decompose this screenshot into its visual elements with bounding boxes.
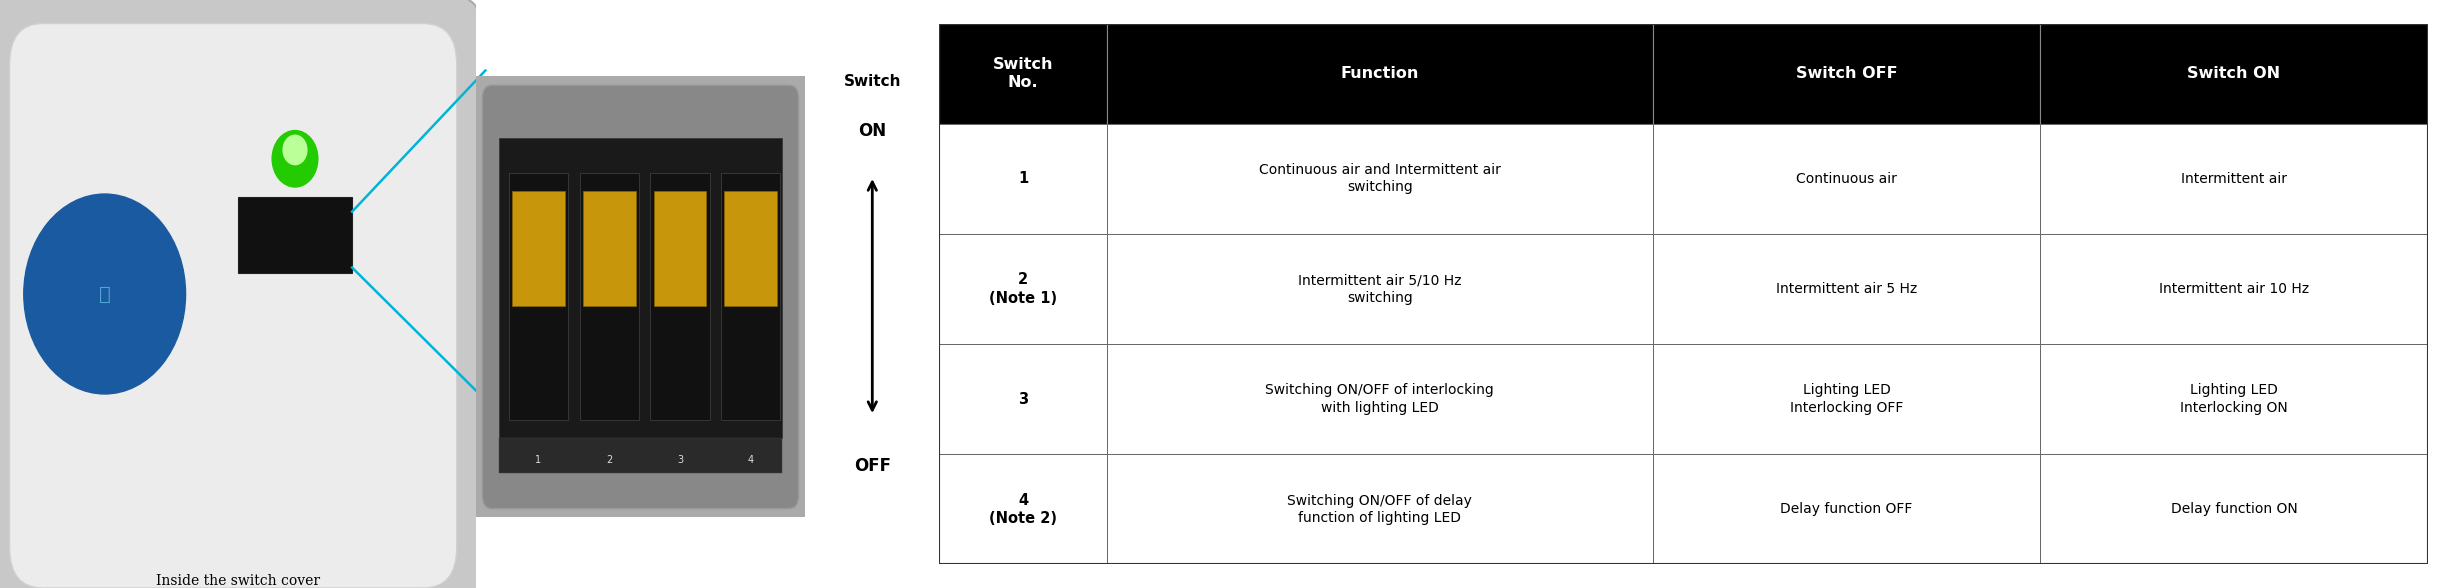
Text: Delay function OFF: Delay function OFF — [1781, 502, 1913, 516]
Bar — [1652, 344, 2040, 455]
Text: Intermittent air 10 Hz: Intermittent air 10 Hz — [2159, 282, 2308, 296]
Bar — [939, 455, 1108, 564]
Bar — [654, 191, 708, 306]
Bar — [2040, 123, 2428, 234]
Bar — [1652, 24, 2040, 123]
Text: Intermittent air 5 Hz: Intermittent air 5 Hz — [1776, 282, 1918, 296]
Text: Switching ON/OFF of delay
function of lighting LED: Switching ON/OFF of delay function of li… — [1288, 494, 1471, 525]
Bar — [939, 24, 1108, 123]
Text: Switch OFF: Switch OFF — [1796, 66, 1898, 81]
Circle shape — [283, 135, 307, 165]
Text: Intermittent air: Intermittent air — [2181, 172, 2286, 186]
FancyBboxPatch shape — [483, 85, 798, 509]
Bar — [498, 138, 783, 438]
Circle shape — [273, 131, 317, 187]
Text: Ⓢ: Ⓢ — [98, 285, 110, 303]
Text: 1: 1 — [1017, 171, 1027, 186]
Bar — [1108, 344, 1652, 455]
FancyBboxPatch shape — [459, 55, 822, 540]
Bar — [1108, 455, 1652, 564]
Text: 3: 3 — [676, 455, 683, 465]
Bar — [1652, 234, 2040, 344]
Bar — [581, 173, 639, 420]
Text: Switch
No.: Switch No. — [993, 57, 1054, 91]
Bar — [583, 191, 634, 306]
Text: Switch: Switch — [844, 74, 900, 89]
Bar — [2040, 234, 2428, 344]
Bar — [1652, 455, 2040, 564]
Bar — [939, 234, 1108, 344]
Text: 1: 1 — [534, 455, 542, 465]
Text: 3: 3 — [1017, 392, 1027, 407]
Text: 2: 2 — [605, 455, 612, 465]
Text: Continuous air and Intermittent air
switching: Continuous air and Intermittent air swit… — [1259, 163, 1501, 195]
Text: Function: Function — [1340, 66, 1420, 81]
Bar — [2040, 24, 2428, 123]
FancyBboxPatch shape — [0, 0, 486, 588]
Bar — [508, 173, 569, 420]
Text: Lighting LED
Interlocking ON: Lighting LED Interlocking ON — [2181, 383, 2289, 415]
Text: Switching ON/OFF of interlocking
with lighting LED: Switching ON/OFF of interlocking with li… — [1266, 383, 1493, 415]
Text: 4
(Note 2): 4 (Note 2) — [988, 493, 1057, 526]
Bar — [2040, 455, 2428, 564]
Text: OFF: OFF — [854, 457, 891, 475]
Text: ON: ON — [859, 122, 886, 140]
Bar — [512, 191, 564, 306]
Text: 4: 4 — [747, 455, 754, 465]
Text: Switch ON: Switch ON — [2189, 66, 2281, 81]
Bar — [498, 438, 783, 473]
Bar — [722, 173, 781, 420]
Bar — [2040, 344, 2428, 455]
Text: Delay function ON: Delay function ON — [2172, 502, 2298, 516]
Bar — [1652, 123, 2040, 234]
Bar — [651, 173, 710, 420]
Bar — [1108, 234, 1652, 344]
Bar — [1108, 123, 1652, 234]
Text: Continuous air: Continuous air — [1796, 172, 1896, 186]
Bar — [939, 344, 1108, 455]
Bar — [725, 191, 778, 306]
FancyBboxPatch shape — [10, 24, 456, 588]
Bar — [939, 123, 1108, 234]
Text: Inside the switch cover: Inside the switch cover — [156, 574, 320, 588]
Text: Lighting LED
Interlocking OFF: Lighting LED Interlocking OFF — [1791, 383, 1903, 415]
Circle shape — [24, 194, 185, 394]
Bar — [239, 197, 351, 273]
Text: Intermittent air 5/10 Hz
switching: Intermittent air 5/10 Hz switching — [1298, 273, 1462, 305]
Text: 2
(Note 1): 2 (Note 1) — [988, 272, 1057, 306]
Bar — [1108, 24, 1652, 123]
